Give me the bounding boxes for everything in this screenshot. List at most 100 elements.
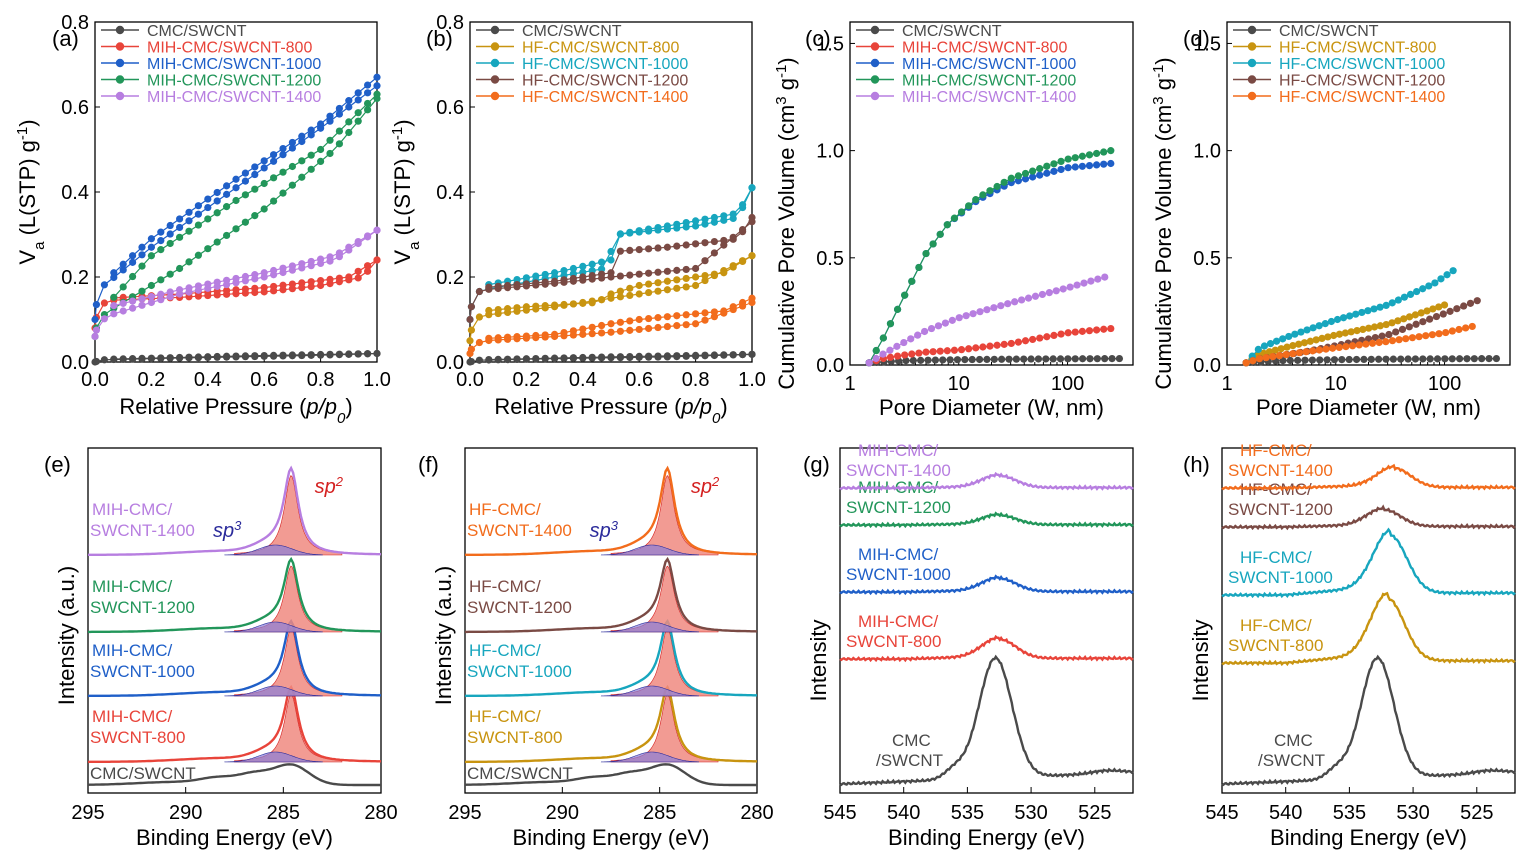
trace-label: MIH-CMC/ (858, 612, 939, 631)
data-point (941, 319, 949, 327)
data-point (270, 351, 278, 359)
data-point (1071, 328, 1079, 336)
data-point (204, 245, 212, 253)
data-point (1375, 355, 1383, 363)
data-point (1064, 329, 1072, 337)
data-point (922, 348, 930, 356)
data-point (504, 355, 512, 363)
data-point (373, 90, 381, 98)
data-point (739, 201, 747, 209)
data-point (1011, 298, 1019, 306)
data-point (317, 255, 325, 263)
data-point (307, 126, 315, 134)
data-point (710, 308, 719, 316)
data-point (1064, 155, 1072, 163)
spectrum-line (839, 634, 1134, 663)
sp3-component (224, 544, 323, 556)
legend-entry: CMC/SWCNT (856, 23, 1002, 40)
data-point (1085, 327, 1094, 335)
spectrum-line (1221, 591, 1516, 667)
data-point (1100, 325, 1108, 333)
spectrum-line (464, 684, 757, 764)
data-point (748, 184, 756, 192)
trace-label: SWCNT-800 (90, 728, 185, 747)
data-point (1352, 310, 1360, 318)
y-tick-label: 0.5 (816, 248, 844, 270)
data-point (673, 322, 681, 330)
stack-trace: HF-CMC/SWCNT-1000 (464, 618, 757, 698)
data-point (551, 301, 559, 309)
data-point (635, 352, 643, 360)
x-tick-label: 290 (546, 802, 579, 824)
data-point (1316, 356, 1324, 364)
data-point (251, 185, 259, 193)
data-point (654, 244, 662, 252)
data-point (1294, 356, 1302, 364)
y-tick-label: 0.0 (436, 352, 464, 374)
data-point (1382, 320, 1390, 329)
data-point (494, 355, 502, 363)
data-point (522, 303, 531, 311)
data-point (948, 316, 956, 324)
data-point (692, 264, 700, 273)
data-point (1397, 355, 1405, 363)
data-point (1071, 355, 1079, 363)
data-point (326, 136, 334, 144)
data-point (364, 232, 372, 240)
y-axis-label: Intensity (a.u.) (431, 566, 456, 705)
y-axis-label-part: -1 (773, 65, 790, 78)
data-point (232, 175, 240, 183)
data-point (645, 269, 653, 277)
data-point (865, 359, 873, 367)
legend-label: MIH-CMC/SWCNT-800 (147, 40, 312, 57)
legend-entry: CMC/SWCNT (1233, 23, 1379, 40)
trace-label: CMC (892, 731, 931, 750)
data-point (1426, 315, 1434, 323)
x-tick-label: 0.0 (456, 369, 484, 391)
adsorption-line (94, 98, 378, 337)
data-point (157, 246, 165, 254)
y-tick-label: 1.0 (816, 141, 844, 163)
data-point (157, 276, 165, 284)
plot-frame (87, 447, 382, 794)
data-point (692, 281, 700, 290)
spectrum-line (1221, 504, 1516, 531)
data-point (1021, 337, 1030, 345)
data-point (232, 225, 240, 233)
data-point (147, 243, 155, 251)
data-point (1093, 355, 1101, 363)
legend-entry: MIH-CMC/SWCNT-1400 (101, 89, 321, 106)
data-point (1428, 331, 1436, 339)
data-point (1092, 326, 1101, 334)
data-point (270, 266, 278, 275)
data-point (682, 351, 690, 360)
data-point (1382, 338, 1390, 346)
data-point (138, 354, 146, 363)
data-point (1057, 165, 1065, 174)
y-tick-label: 0.4 (436, 182, 464, 204)
data-point (1043, 169, 1051, 177)
stack-trace: CMC/SWCNT (87, 763, 381, 787)
legend-entry: MIH-CMC/SWCNT-1000 (856, 56, 1076, 73)
x-tick-label: 0.6 (250, 369, 278, 391)
data-point (373, 256, 381, 264)
data-point (673, 242, 681, 250)
data-point (1289, 350, 1297, 358)
data-point (298, 137, 306, 146)
data-point (176, 215, 184, 223)
data-point (1275, 352, 1284, 360)
data-point (317, 276, 325, 285)
data-point (494, 334, 502, 342)
data-point (532, 279, 540, 287)
data-point (288, 351, 296, 359)
data-point (1345, 355, 1353, 364)
data-point (279, 151, 287, 159)
y-tick-label: 1.0 (1193, 141, 1221, 163)
sp3-component (600, 685, 699, 697)
data-point (1064, 164, 1072, 172)
data-point (748, 213, 756, 222)
data-point (901, 291, 909, 299)
data-point (223, 190, 231, 198)
sp2-label: sp2 (691, 474, 720, 499)
y-axis-label: Intensity (a.u.) (54, 566, 79, 705)
